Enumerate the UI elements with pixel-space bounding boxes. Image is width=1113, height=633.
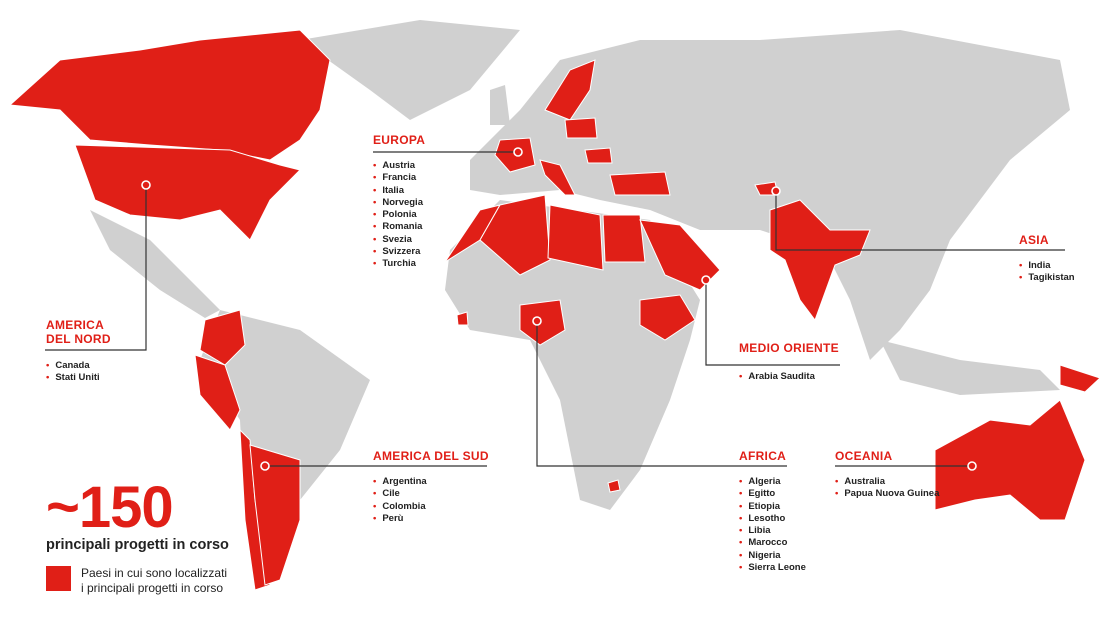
legend: Paesi in cui sono localizzati i principa… (46, 566, 227, 596)
list-item: Polonia (373, 209, 425, 221)
list-item: Algeria (739, 476, 806, 488)
marker-asia[interactable] (771, 186, 781, 196)
list-item: Svizzera (373, 246, 425, 258)
turkey (609, 171, 671, 196)
region-title: OCEANIA (835, 449, 893, 463)
region-america-nord: AMERICA DEL NORD Canada Stati Uniti (46, 318, 111, 385)
marker-europa[interactable] (513, 147, 523, 157)
headline-value: ~150 (46, 475, 174, 540)
country-list: Arabia Saudita (739, 371, 839, 383)
greenland (300, 20, 520, 120)
region-title: ASIA (1019, 233, 1049, 247)
legend-swatch (46, 566, 71, 591)
country-list: Austria Francia Italia Norvegia Polonia … (373, 160, 425, 271)
marker-africa[interactable] (532, 316, 542, 326)
region-title: DEL NORD (46, 332, 111, 346)
list-item: India (1019, 260, 1075, 272)
marker-oceania[interactable] (967, 461, 977, 471)
list-item: Stati Uniti (46, 372, 111, 384)
country-list: Australia Papua Nuova Guinea (835, 476, 939, 501)
list-item: Cile (373, 488, 489, 500)
india (769, 199, 871, 322)
list-item: Nigeria (739, 550, 806, 562)
list-item: Canada (46, 360, 111, 372)
ethiopia (639, 294, 696, 341)
marker-america-sud[interactable] (260, 461, 270, 471)
list-item: Romania (373, 221, 425, 233)
africa (445, 200, 700, 510)
region-america-sud: AMERICA DEL SUD Argentina Cile Colombia … (373, 449, 489, 525)
headline-caption: principali progetti in corso (46, 537, 229, 553)
uk (490, 85, 510, 125)
nigeria (519, 299, 566, 346)
list-item: Turchia (373, 258, 425, 270)
region-title: MEDIO ORIENTE (739, 341, 839, 355)
argentina (249, 444, 301, 586)
region-medio-oriente: MEDIO ORIENTE Arabia Saudita (739, 341, 839, 383)
se-asia-islands (880, 340, 1060, 395)
marker-america-nord[interactable] (141, 180, 151, 190)
region-title: AFRICA (739, 449, 787, 463)
papua-new-guinea (1059, 364, 1101, 393)
list-item: Papua Nuova Guinea (835, 488, 939, 500)
legend-label-line: i principali progetti in corso (81, 581, 224, 595)
italy (539, 159, 576, 196)
list-item: Colombia (373, 501, 489, 513)
list-item: Tagikistan (1019, 272, 1074, 284)
list-item: Italia (373, 185, 425, 197)
list-item: Austria (373, 160, 425, 172)
medio-oriente-line (705, 280, 840, 366)
region-oceania: OCEANIA Australia Papua Nuova Guinea (835, 449, 939, 501)
region-title: AMERICA (46, 318, 105, 332)
list-item: Svezia (373, 234, 425, 246)
lesotho (607, 479, 621, 493)
country-list: India Tagikistan (1019, 260, 1075, 285)
asia-line (775, 191, 1065, 251)
region-africa: AFRICA Algeria Egitto Etiopia Lesotho Li… (739, 449, 806, 574)
algeria (479, 194, 551, 276)
africa-line (536, 321, 787, 467)
region-title: AMERICA DEL SUD (373, 449, 489, 463)
legend-label: Paesi in cui sono localizzati i principa… (81, 566, 227, 596)
usa (74, 144, 301, 241)
sierra-leone (456, 311, 469, 326)
markers (141, 147, 977, 471)
south-america (200, 310, 370, 560)
legend-label-line: Paesi in cui sono localizzati (81, 566, 228, 580)
region-europa: EUROPA Austria Francia Italia Norvegia P… (373, 133, 425, 271)
romania (584, 147, 613, 164)
highlighted-countries (8, 29, 1101, 591)
list-item: Australia (835, 476, 939, 488)
list-item: Egitto (739, 488, 806, 500)
colombia (199, 309, 246, 366)
central-america (90, 210, 220, 318)
list-item: Marocco (739, 537, 806, 549)
marker-medio-oriente[interactable] (701, 275, 711, 285)
norway-sweden (544, 59, 596, 121)
poland (564, 117, 598, 139)
list-item: Argentina (373, 476, 489, 488)
region-asia: ASIA India Tagikistan (1019, 233, 1075, 285)
egypt (602, 214, 646, 263)
list-item: Sierra Leone (739, 562, 806, 574)
list-item: Etiopia (739, 501, 806, 513)
list-item: Norvegia (373, 197, 425, 209)
country-list: Canada Stati Uniti (46, 360, 111, 385)
list-item: Lesotho (739, 513, 806, 525)
peru (194, 354, 241, 431)
america-nord-line (45, 185, 147, 351)
country-list: Argentina Cile Colombia Perù (373, 476, 489, 525)
region-title: EUROPA (373, 133, 426, 147)
australia (934, 399, 1086, 521)
list-item: Libia (739, 525, 806, 537)
leader-lines (45, 151, 1065, 467)
list-item: Perù (373, 513, 489, 525)
list-item: Francia (373, 172, 425, 184)
list-item: Arabia Saudita (739, 371, 839, 383)
country-list: Algeria Egitto Etiopia Lesotho Libia Mar… (739, 476, 806, 574)
libya (547, 204, 604, 271)
canada (8, 29, 331, 161)
